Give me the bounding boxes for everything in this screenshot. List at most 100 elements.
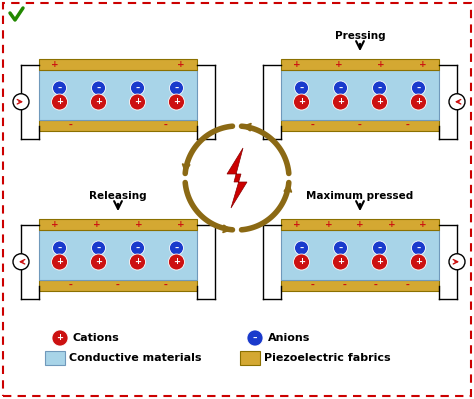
Circle shape (52, 330, 68, 346)
Circle shape (411, 81, 426, 95)
Circle shape (410, 254, 427, 270)
Text: –: – (358, 121, 362, 130)
Text: +: + (337, 257, 344, 267)
Text: –: – (116, 281, 120, 290)
Circle shape (334, 81, 347, 95)
Circle shape (333, 254, 348, 270)
Bar (39, 70, 197, 120)
Text: +: + (377, 60, 385, 69)
Text: –: – (338, 83, 343, 93)
Text: –: – (311, 281, 314, 290)
Text: +: + (134, 97, 141, 107)
Circle shape (168, 94, 184, 110)
Text: –: – (174, 83, 179, 93)
Circle shape (91, 241, 106, 255)
Bar (281, 59, 439, 70)
Circle shape (53, 81, 66, 95)
Circle shape (170, 241, 183, 255)
Text: +: + (335, 60, 343, 69)
Bar (281, 219, 439, 230)
Text: +: + (415, 97, 422, 107)
Text: –: – (96, 243, 100, 253)
Text: +: + (177, 60, 185, 69)
Circle shape (294, 81, 309, 95)
Bar (240, 351, 260, 365)
Text: –: – (96, 83, 100, 93)
Circle shape (91, 254, 107, 270)
Bar (39, 280, 197, 291)
Text: –: – (69, 121, 73, 130)
Circle shape (170, 81, 183, 95)
Text: –: – (300, 243, 304, 253)
Circle shape (294, 241, 309, 255)
Circle shape (53, 241, 66, 255)
Text: +: + (293, 60, 301, 69)
Bar (281, 70, 439, 120)
Circle shape (91, 94, 107, 110)
Text: +: + (93, 220, 101, 229)
Text: –: – (253, 334, 257, 342)
Text: –: – (57, 83, 62, 93)
Circle shape (130, 81, 145, 95)
Text: +: + (51, 60, 59, 69)
Text: –: – (406, 281, 409, 290)
Text: Anions: Anions (268, 333, 310, 343)
Circle shape (130, 241, 145, 255)
Circle shape (372, 254, 387, 270)
Text: –: – (406, 121, 409, 130)
Bar (39, 219, 197, 230)
Circle shape (247, 330, 263, 346)
Circle shape (13, 254, 29, 270)
Circle shape (129, 254, 146, 270)
Text: +: + (419, 60, 427, 69)
Text: Pressing: Pressing (335, 31, 385, 41)
Circle shape (410, 94, 427, 110)
Text: –: – (164, 281, 167, 290)
Text: +: + (135, 220, 143, 229)
Text: +: + (419, 220, 427, 229)
Text: +: + (173, 257, 180, 267)
Circle shape (373, 241, 386, 255)
Bar (39, 230, 197, 280)
Text: –: – (136, 243, 140, 253)
Circle shape (52, 94, 67, 110)
Text: –: – (377, 83, 382, 93)
Text: +: + (376, 97, 383, 107)
Bar (281, 120, 439, 131)
Text: –: – (174, 243, 179, 253)
Text: +: + (325, 220, 332, 229)
Text: +: + (376, 257, 383, 267)
Text: Piezoelectric fabrics: Piezoelectric fabrics (264, 353, 391, 363)
Text: +: + (337, 97, 344, 107)
Circle shape (333, 94, 348, 110)
Text: +: + (415, 257, 422, 267)
Circle shape (293, 254, 310, 270)
Text: –: – (69, 281, 73, 290)
Text: –: – (136, 83, 140, 93)
Text: –: – (374, 281, 378, 290)
Text: +: + (388, 220, 395, 229)
Circle shape (449, 254, 465, 270)
Text: Releasing: Releasing (89, 191, 147, 201)
Polygon shape (227, 148, 247, 208)
Text: +: + (173, 97, 180, 107)
Circle shape (334, 241, 347, 255)
Bar (281, 230, 439, 280)
Circle shape (293, 94, 310, 110)
Text: +: + (293, 220, 301, 229)
Circle shape (91, 81, 106, 95)
Text: –: – (57, 243, 62, 253)
Circle shape (129, 94, 146, 110)
Circle shape (168, 254, 184, 270)
Text: +: + (134, 257, 141, 267)
Bar (281, 280, 439, 291)
Text: –: – (416, 83, 420, 93)
Text: –: – (342, 281, 346, 290)
Text: +: + (95, 97, 102, 107)
Text: +: + (298, 257, 305, 267)
Circle shape (13, 94, 29, 110)
Text: Conductive materials: Conductive materials (69, 353, 201, 363)
Text: Maximum pressed: Maximum pressed (306, 191, 414, 201)
Text: –: – (311, 121, 314, 130)
Text: +: + (298, 97, 305, 107)
